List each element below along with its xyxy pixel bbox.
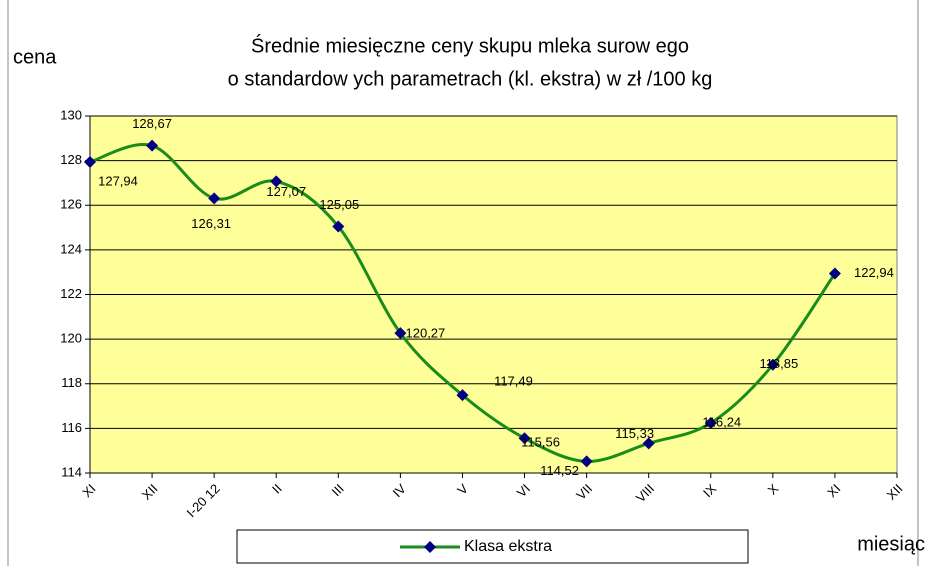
y-tick-label: 118 xyxy=(61,375,82,390)
y-tick-label: 124 xyxy=(60,241,82,256)
data-label: 122,94 xyxy=(854,265,894,280)
data-point xyxy=(580,455,593,468)
x-tick-label: X xyxy=(765,481,782,498)
data-point xyxy=(332,220,345,233)
x-tick-label: IV xyxy=(390,481,410,501)
data-point xyxy=(518,432,531,445)
y-tick-label: 130 xyxy=(60,107,82,122)
data-point xyxy=(270,175,283,188)
y-tick-label: 114 xyxy=(61,464,82,479)
y-tick-label: 120 xyxy=(60,331,82,346)
x-tick-label: VIII xyxy=(633,481,657,505)
data-label: 126,31 xyxy=(191,216,231,231)
x-tick-label: II xyxy=(269,481,285,497)
data-label: 127,94 xyxy=(98,173,138,188)
x-tick-label: VII xyxy=(573,481,595,503)
data-label: 116,24 xyxy=(702,414,741,429)
data-label: 118,85 xyxy=(759,356,798,371)
data-point xyxy=(394,327,407,340)
legend xyxy=(236,529,749,564)
legend-label: Klasa ekstra xyxy=(464,538,552,555)
legend-marker xyxy=(424,541,436,553)
x-tick-label: IX xyxy=(700,481,720,501)
data-label: 120,27 xyxy=(406,326,446,341)
x-axis-label: miesiąc xyxy=(857,533,925,555)
x-tick-label: XI xyxy=(79,481,98,500)
data-label: 117,49 xyxy=(494,374,533,389)
data-point xyxy=(766,358,779,371)
data-label: 128,67 xyxy=(132,116,172,131)
data-point xyxy=(208,192,221,205)
y-tick-label: 126 xyxy=(60,197,82,212)
data-label: 125,05 xyxy=(319,197,359,212)
data-point xyxy=(146,139,159,152)
x-tick-label: V xyxy=(454,481,471,498)
data-label: 127,07 xyxy=(266,184,306,199)
data-label: 115,33 xyxy=(615,426,654,441)
x-tick-label: XI xyxy=(824,481,843,500)
data-point xyxy=(642,437,655,450)
data-label: 115,56 xyxy=(521,435,560,450)
chart-subtitle: o standardow ych parametrach (kl. ekstra… xyxy=(228,68,713,90)
x-tick-label: I-20 12 xyxy=(183,481,222,520)
x-tick-label: XII xyxy=(139,481,161,503)
y-tick-label: 122 xyxy=(60,286,82,301)
y-tick-label: 128 xyxy=(60,152,82,167)
data-label: 114,52 xyxy=(540,463,579,478)
x-tick-label: VI xyxy=(514,481,533,500)
data-point xyxy=(704,417,717,430)
data-point xyxy=(84,155,96,168)
y-axis-label: cena xyxy=(13,46,57,68)
y-tick-label: 116 xyxy=(61,420,82,435)
x-tick-label: III xyxy=(329,481,347,499)
data-point xyxy=(456,389,469,402)
chart-title: Średnie miesięczne ceny skupu mleka suro… xyxy=(251,33,689,57)
x-tick-label: XII xyxy=(884,481,906,503)
data-point xyxy=(828,267,841,280)
